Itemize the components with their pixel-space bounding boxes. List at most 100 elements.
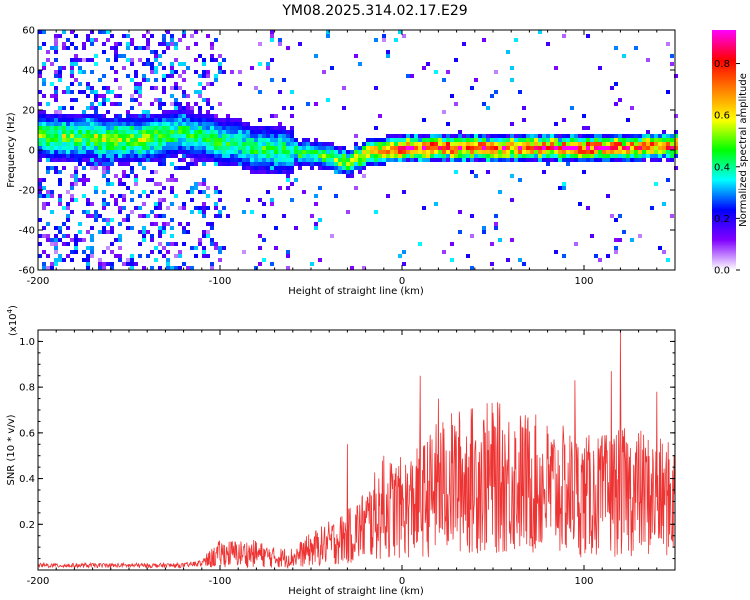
spectrogram-cell [78,162,82,166]
spectrogram-cell [322,162,326,166]
spectrogram-cell [202,190,206,194]
spectrogram-cell [106,134,110,138]
spectrogram-cell [154,58,158,62]
spectrogram-cell [74,238,78,242]
spectrogram-cell [126,162,130,166]
spectrogram-cell [198,90,202,94]
spectrogram-cell [494,158,498,162]
spectrogram-cell [574,158,578,162]
spectrogram-cell [202,58,206,62]
spectrogram-cell [134,46,138,50]
spectrogram-cell [386,54,390,58]
spectrogram-cell [378,162,382,166]
spectrogram-cell [42,186,46,190]
spectrogram-cell [86,86,90,90]
spectrogram-cell [410,142,414,146]
spectrogram-cell [442,150,446,154]
spectrogram-cell [314,54,318,58]
spectrogram-cell [290,198,294,202]
spectrogram-cell [410,146,414,150]
spectrogram-cell [446,142,450,146]
spectrogram-cell [394,150,398,154]
spectrogram-cell [510,174,514,178]
spectrogram-cell [434,142,438,146]
spectrogram-cell [54,86,58,90]
spectrogram-cell [234,138,238,142]
spectrogram-cell [566,158,570,162]
spectrogram-cell [294,178,298,182]
spectrogram-cell [382,34,386,38]
spectrogram-cell [650,158,654,162]
spectrogram-cell [78,58,82,62]
spectrogram-cell [142,214,146,218]
colorbar-label: Normalized spectral amplitude [738,73,749,227]
spectrogram-cell [214,126,218,130]
spectrogram-cell [74,46,78,50]
spectrogram-cell [74,250,78,254]
spectrogram-cell [110,130,114,134]
spectrogram-cell [330,66,334,70]
spectrogram-cell [214,122,218,126]
spectrogram-cell [122,130,126,134]
spectrogram-cell [102,138,106,142]
spectrogram-cell [106,182,110,186]
spectrogram-cell [262,238,266,242]
spectrogram-cell [258,234,262,238]
spectrogram-cell [218,210,222,214]
spectrogram-cell [170,38,174,42]
spectrogram-cell [454,150,458,154]
spectrogram-cell [78,150,82,154]
spectrogram-cell [670,138,674,142]
spectrogram-cell [590,158,594,162]
spectrogram-cell [278,42,282,46]
spectrogram-cell [94,150,98,154]
spectrogram-cell [526,158,530,162]
spectrogram-cell [430,142,434,146]
spectrogram-cell [158,98,162,102]
spectrogram-cell [122,126,126,130]
spectrogram-cell [86,266,90,270]
spectrogram-cell [162,150,166,154]
spectrogram-cell [242,146,246,150]
spectrogram-cell [218,118,222,122]
spectrogram-cell [158,158,162,162]
spectrogram-cell [270,30,274,34]
spectrogram-cell [550,150,554,154]
spectrogram-cell [146,178,150,182]
spectrogram-cell [174,126,178,130]
spectrogram-cell [70,82,74,86]
spectrogram-cell [522,262,526,266]
spectrogram-cell [254,130,258,134]
spectrogram-cell [414,134,418,138]
spectrogram-cell [150,114,154,118]
spectrogram-cell [110,218,114,222]
spectrogram-cell [214,118,218,122]
spectrogram-cell [210,42,214,46]
spectrogram-cell [206,150,210,154]
spectrogram-cell [206,134,210,138]
spectrogram-cell [550,158,554,162]
spectrogram-cell [46,126,50,130]
spectrogram-cell [570,142,574,146]
spectrogram-cell [610,214,614,218]
spectrogram-cell [166,138,170,142]
spectrogram-cell [226,142,230,146]
spectrogram-cell [298,158,302,162]
spectrogram-cell [38,122,42,126]
spectrogram-cell [118,138,122,142]
spectrogram-cell [82,42,86,46]
spectrogram-cell [622,150,626,154]
spectrogram-cell [198,126,202,130]
spectrogram-cell [54,170,58,174]
spectrogram-cell [54,154,58,158]
spectrogram-cell [382,146,386,150]
spectrogram-cell [138,58,142,62]
spectrogram-cell [258,166,262,170]
spectrogram-cell [182,158,186,162]
spectrogram-cell [58,118,62,122]
spectrogram-cell [70,258,74,262]
spectrogram-cell [218,122,222,126]
spectrogram-cell [510,138,514,142]
spectrogram-cell [450,242,454,246]
